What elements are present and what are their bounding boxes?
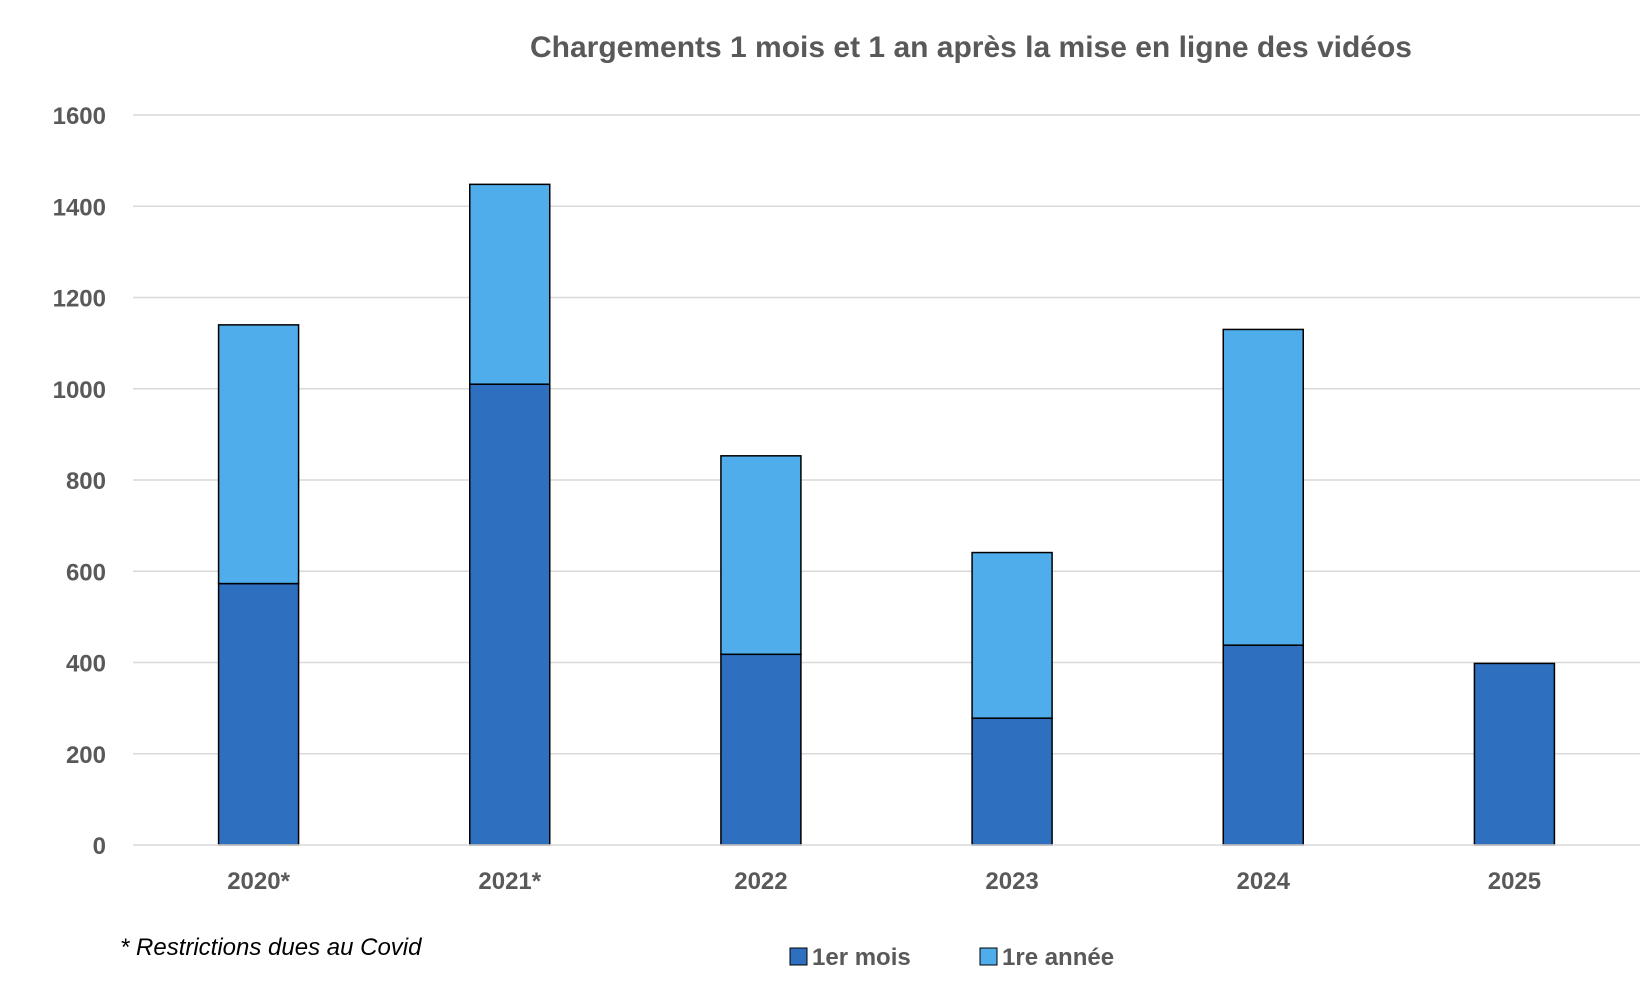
y-tick-label: 200 [66,742,106,769]
x-tick-label: 2022 [734,868,787,895]
bar-first-month-0 [217,582,300,846]
y-tick-label: 800 [66,468,106,495]
bar-first-month-3 [971,717,1053,846]
legend-swatch [789,947,808,966]
x-tick-label: 2021* [478,868,541,895]
y-tick-label: 0 [93,833,106,860]
bar-first-year-0 [217,324,300,585]
y-tick-label: 1000 [53,377,106,404]
bar-first-year-2 [720,455,802,656]
legend-label: 1er mois [812,944,911,971]
y-tick-label: 600 [66,559,106,586]
x-tick-label: 2023 [985,868,1038,895]
y-tick-label: 1600 [53,103,106,130]
bar-first-month-4 [1222,644,1304,846]
footnote: * Restrictions dues au Covid [120,934,422,961]
gridlines [133,114,1640,755]
x-tick-label: 2024 [1237,868,1291,895]
x-axis-tick-labels: 2020* 2021* 2022 2023 2024 2025 [227,868,1541,895]
y-axis-tick-labels: 0 200 400 600 800 1000 1200 1400 1600 [53,103,106,860]
y-tick-label: 1200 [53,286,106,313]
chart-title: Chargements 1 mois et 1 an après la mise… [530,31,1412,64]
legend: 1er mois 1re année [789,944,1114,971]
bar-first-year-1 [469,183,551,385]
bar-first-year-3 [971,551,1053,719]
x-tick-label: 2025 [1488,868,1541,895]
y-tick-label: 1400 [53,194,106,221]
x-tick-label: 2020* [227,868,290,895]
legend-label: 1re année [1002,944,1114,971]
bar-first-month-1 [469,383,551,846]
y-tick-label: 400 [66,651,106,678]
bar-first-month-2 [720,653,802,846]
bar-first-year-4 [1222,328,1304,646]
bar-first-month-5 [1473,662,1556,846]
bars [217,183,1556,846]
legend-swatch [979,947,998,966]
